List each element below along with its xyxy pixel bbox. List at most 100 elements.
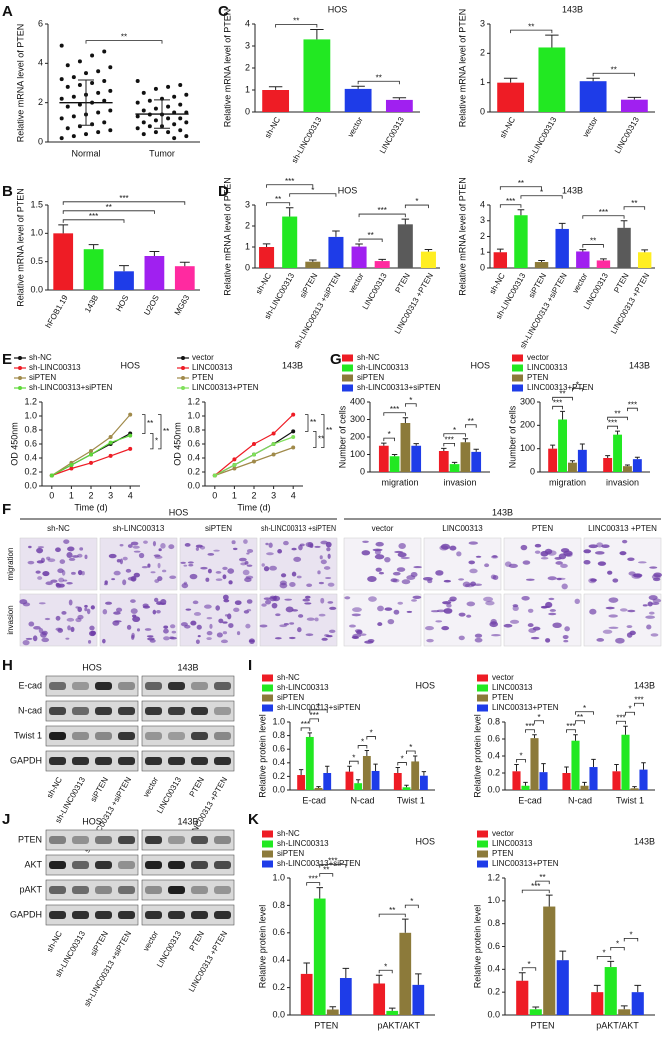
blot-band (191, 732, 208, 740)
blot-strip (45, 725, 139, 747)
stained-cell (231, 540, 236, 545)
bar (449, 464, 460, 472)
y-tick-label: 0 (245, 106, 250, 116)
data-point (141, 90, 146, 95)
stained-cell (306, 583, 313, 588)
data-point (102, 79, 107, 84)
bar (313, 898, 326, 1015)
bar (351, 246, 367, 268)
stained-cell (58, 583, 65, 588)
stained-cell (492, 575, 499, 580)
stained-cell (401, 579, 411, 585)
stained-cell (19, 599, 28, 605)
legend-swatch (262, 830, 273, 838)
error-bar (307, 732, 312, 737)
panel-letter: G (330, 351, 342, 368)
stained-cell (475, 555, 482, 558)
legend-label: siPTEN (357, 373, 384, 382)
stained-cell (469, 568, 478, 574)
series-marker (128, 446, 133, 451)
stained-cell (549, 609, 556, 612)
significance-bracket (625, 711, 635, 716)
panel-letter: I (248, 657, 252, 674)
stained-cell (548, 612, 557, 616)
y-tick-label: 0.0 (272, 784, 285, 794)
stained-cell (199, 545, 206, 550)
error-bar (154, 99, 170, 129)
x-tick-label: 0 (49, 490, 54, 500)
stained-cell (265, 599, 272, 605)
stained-cell (521, 595, 530, 601)
error-bar (329, 1006, 337, 1010)
bar (534, 262, 549, 268)
legend-swatch (262, 674, 273, 682)
series-marker (89, 452, 93, 457)
y-tick-label: 300 (350, 414, 365, 424)
data-point (184, 92, 189, 97)
legend-swatch (512, 364, 523, 372)
y-tick-label: 0.0 (487, 1009, 500, 1019)
blot-band (95, 732, 112, 740)
stained-cell (650, 633, 659, 637)
y-tick-label: 2 (480, 231, 485, 241)
blot-band (118, 707, 135, 715)
stained-cell (233, 607, 240, 613)
significance-bracket (572, 387, 583, 392)
x-tick-label: invasion (606, 477, 639, 487)
panel-letter: A (2, 3, 13, 20)
significance-bracket (378, 913, 406, 918)
legend-label: sh-LINC00313+siPTEN (277, 703, 361, 712)
bar (386, 1010, 399, 1015)
data-point (71, 134, 76, 139)
stained-cell (306, 617, 315, 621)
stained-cell (397, 601, 404, 605)
stained-cell (552, 622, 562, 629)
data-point (172, 122, 177, 127)
blot-strip (141, 854, 235, 876)
y-tick-label: 0.2 (487, 767, 500, 777)
blot-band (145, 836, 162, 844)
blot-band (72, 886, 89, 894)
bar (314, 787, 323, 790)
bar (378, 445, 389, 472)
bar (622, 466, 632, 472)
stained-cell (530, 636, 540, 640)
stained-cell (113, 570, 121, 576)
significance-label: *** (390, 405, 399, 414)
blot-band (118, 836, 135, 844)
error-bar (538, 259, 545, 263)
chart-title: 143B (634, 680, 655, 690)
significance-label: ** (310, 418, 316, 427)
stained-cell (318, 581, 324, 585)
significance-bracket (582, 244, 604, 248)
bar (412, 984, 425, 1015)
stained-cell (328, 629, 336, 633)
stained-cell (393, 609, 400, 615)
significance-bracket (582, 215, 625, 219)
stained-cell (131, 632, 135, 639)
stained-cell (651, 602, 660, 605)
legend-label: sh-LINC00313+siPTEN (29, 383, 113, 392)
significance-label: * (453, 426, 456, 435)
series-marker (69, 463, 74, 467)
legend-label: sh-NC (357, 353, 380, 362)
stained-cell (55, 627, 63, 631)
blot-strip (141, 725, 235, 747)
y-axis-label: OD 450nm (172, 422, 182, 466)
error-bar (496, 248, 504, 253)
stained-cell (296, 575, 302, 579)
stained-cell (271, 602, 278, 609)
bar (345, 771, 354, 790)
blot-band (191, 707, 208, 715)
stained-cell (190, 620, 197, 626)
stained-cell (320, 559, 327, 565)
significance-bracket (150, 433, 154, 450)
blot-band (145, 682, 162, 690)
stained-cell (163, 628, 169, 634)
x-tick-label: E-cad (518, 795, 542, 805)
error-bar (605, 455, 611, 458)
bar (613, 434, 623, 472)
error-bar (591, 758, 596, 768)
error-bar (627, 96, 642, 100)
significance-bracket (404, 204, 429, 209)
